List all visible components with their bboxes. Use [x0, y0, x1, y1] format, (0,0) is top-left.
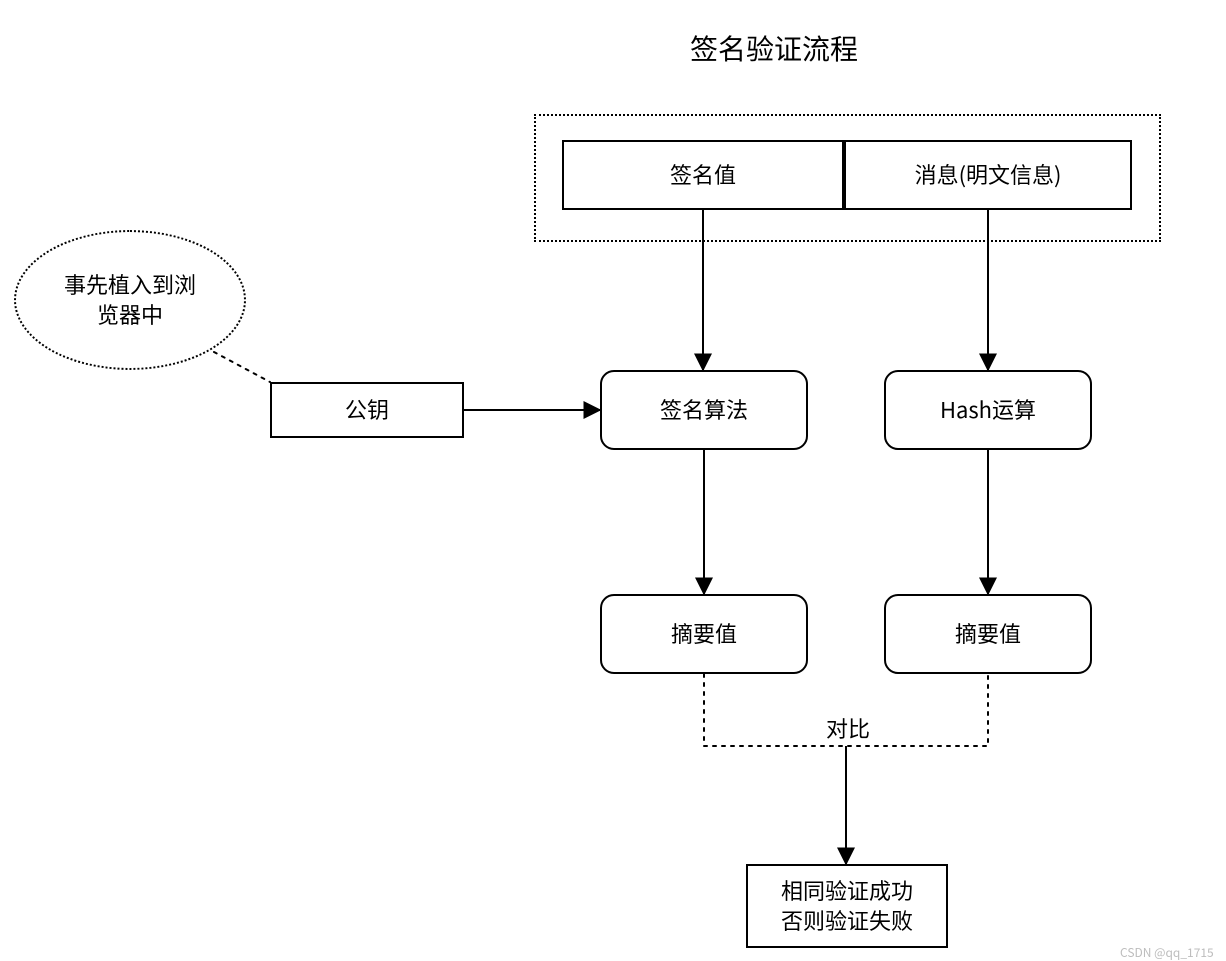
note-browser-preinstalled: 事先植入到浏 览器中: [14, 230, 246, 370]
node-hash-algorithm: Hash运算: [884, 370, 1092, 450]
node-sign-algorithm: 签名算法: [600, 370, 808, 450]
watermark: CSDN @qq_1715: [1120, 944, 1214, 961]
compare-label: 对比: [820, 712, 876, 744]
edge-note-to-key: [214, 352, 270, 382]
node-result: 相同验证成功 否则验证失败: [746, 864, 948, 948]
diagram-title: 签名验证流程: [690, 28, 858, 68]
node-signature-value: 签名值: [562, 140, 844, 210]
node-plaintext-message: 消息(明文信息): [844, 140, 1132, 210]
node-digest-right: 摘要值: [884, 594, 1092, 674]
node-public-key: 公钥: [270, 382, 464, 438]
flowchart-canvas: 签名验证流程 签名值 消息(明文信息) 公钥 签名算法 Hash运算 摘要值 摘…: [0, 0, 1226, 960]
node-digest-left: 摘要值: [600, 594, 808, 674]
